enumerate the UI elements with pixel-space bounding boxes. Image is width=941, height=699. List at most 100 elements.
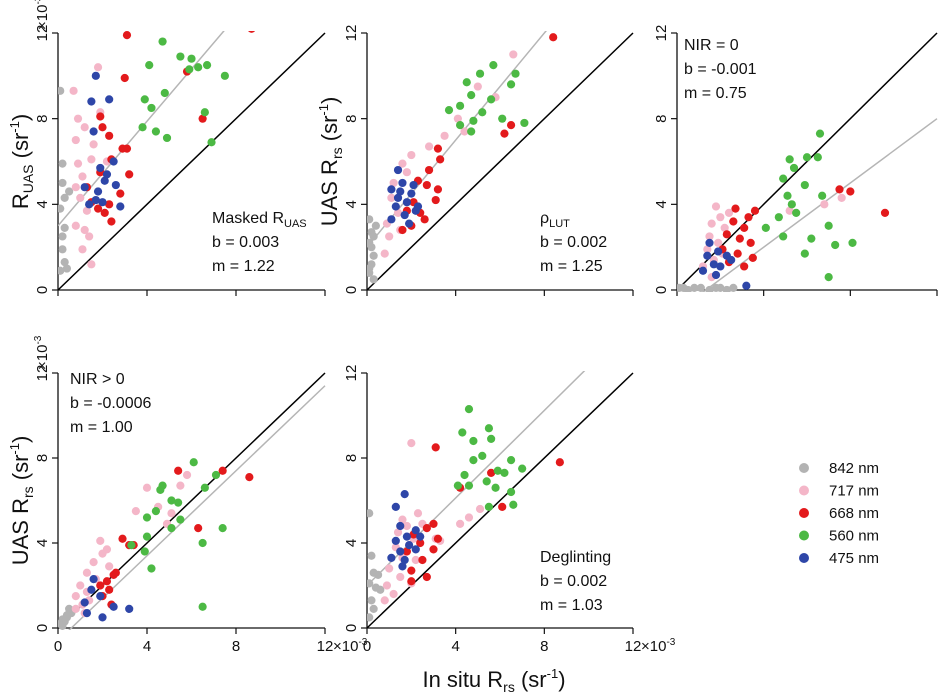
data-point xyxy=(100,208,109,217)
data-point xyxy=(498,114,507,123)
data-point xyxy=(65,187,74,196)
data-point xyxy=(789,163,799,173)
data-point xyxy=(389,178,398,188)
data-point xyxy=(846,187,855,196)
data-point xyxy=(444,106,454,115)
data-point xyxy=(142,483,152,492)
data-point xyxy=(785,155,794,164)
plot-area xyxy=(58,31,326,291)
y-axis-label: UAS Rrs (sr-1) xyxy=(7,436,36,566)
data-point xyxy=(80,225,89,235)
data-point xyxy=(58,159,67,168)
legend-marker xyxy=(799,485,809,496)
data-point xyxy=(469,116,478,125)
data-point xyxy=(98,549,107,558)
data-point xyxy=(82,609,92,618)
data-point xyxy=(722,285,731,292)
data-point xyxy=(418,555,427,565)
data-point xyxy=(456,120,465,130)
data-point xyxy=(475,504,485,514)
data-point xyxy=(87,97,96,106)
data-point xyxy=(82,206,92,215)
data-point xyxy=(511,69,520,78)
data-point xyxy=(411,526,420,535)
y-tick-label: 12 xyxy=(34,25,51,42)
data-point xyxy=(398,225,407,235)
data-point xyxy=(475,69,485,78)
data-point xyxy=(142,513,152,522)
data-point xyxy=(711,270,721,280)
data-point xyxy=(422,180,431,190)
plot-area xyxy=(367,31,634,291)
data-point xyxy=(102,577,112,586)
data-point xyxy=(176,52,185,61)
data-point xyxy=(820,200,829,209)
data-point xyxy=(369,275,378,284)
data-point xyxy=(458,428,467,437)
data-point xyxy=(785,206,794,215)
data-point xyxy=(158,37,167,46)
data-point xyxy=(76,581,85,590)
data-point xyxy=(60,193,69,203)
data-point xyxy=(429,545,438,554)
y-tick-label: 0 xyxy=(653,286,670,294)
data-point xyxy=(731,204,740,213)
data-point xyxy=(398,562,407,571)
data-point xyxy=(714,238,723,247)
data-point xyxy=(89,140,98,149)
data-point xyxy=(462,78,471,87)
annotation-line: m = 1.22 xyxy=(212,258,275,275)
data-point xyxy=(407,150,416,160)
x-exponent-label: ×10-3 xyxy=(333,637,368,655)
annotation-line: NIR = 0 xyxy=(684,37,739,54)
data-point xyxy=(690,283,699,292)
legend-marker xyxy=(799,553,809,563)
data-point xyxy=(105,585,114,594)
data-point xyxy=(407,577,416,586)
data-point xyxy=(73,114,83,123)
annotation-line: b = -0.0006 xyxy=(70,395,152,412)
data-point xyxy=(509,500,518,509)
data-point xyxy=(500,468,509,477)
data-point xyxy=(58,266,65,275)
data-point xyxy=(80,123,89,132)
data-point xyxy=(409,180,418,190)
data-point xyxy=(779,232,788,241)
data-point xyxy=(742,281,751,290)
data-point xyxy=(549,33,558,42)
data-point xyxy=(85,200,94,209)
one-to-one-line xyxy=(58,32,326,291)
data-point xyxy=(162,133,172,143)
data-point xyxy=(58,232,67,241)
data-point xyxy=(220,71,229,80)
data-point xyxy=(151,127,160,136)
data-point xyxy=(91,71,100,80)
data-point xyxy=(167,496,176,505)
data-point xyxy=(506,120,516,130)
data-point xyxy=(407,566,416,575)
data-point xyxy=(705,238,714,247)
data-point xyxy=(424,165,434,175)
data-point xyxy=(716,262,725,271)
data-point xyxy=(380,596,389,605)
data-point xyxy=(367,215,374,224)
data-point xyxy=(393,165,403,175)
data-point xyxy=(198,114,207,123)
y-tick-label: 12 xyxy=(343,365,360,382)
y-tick-label: 8 xyxy=(343,454,360,462)
data-point xyxy=(413,509,423,518)
data-point xyxy=(422,524,431,533)
data-point xyxy=(420,215,429,224)
y-tick-label: 0 xyxy=(34,286,51,294)
data-point xyxy=(506,456,516,465)
data-point xyxy=(402,532,411,541)
data-point xyxy=(746,238,755,247)
data-point xyxy=(387,193,396,203)
data-point xyxy=(87,260,96,269)
data-point xyxy=(393,528,403,537)
data-point xyxy=(498,502,507,511)
data-point xyxy=(65,604,74,613)
data-point xyxy=(122,144,132,153)
y-tick-label: 8 xyxy=(34,454,51,462)
